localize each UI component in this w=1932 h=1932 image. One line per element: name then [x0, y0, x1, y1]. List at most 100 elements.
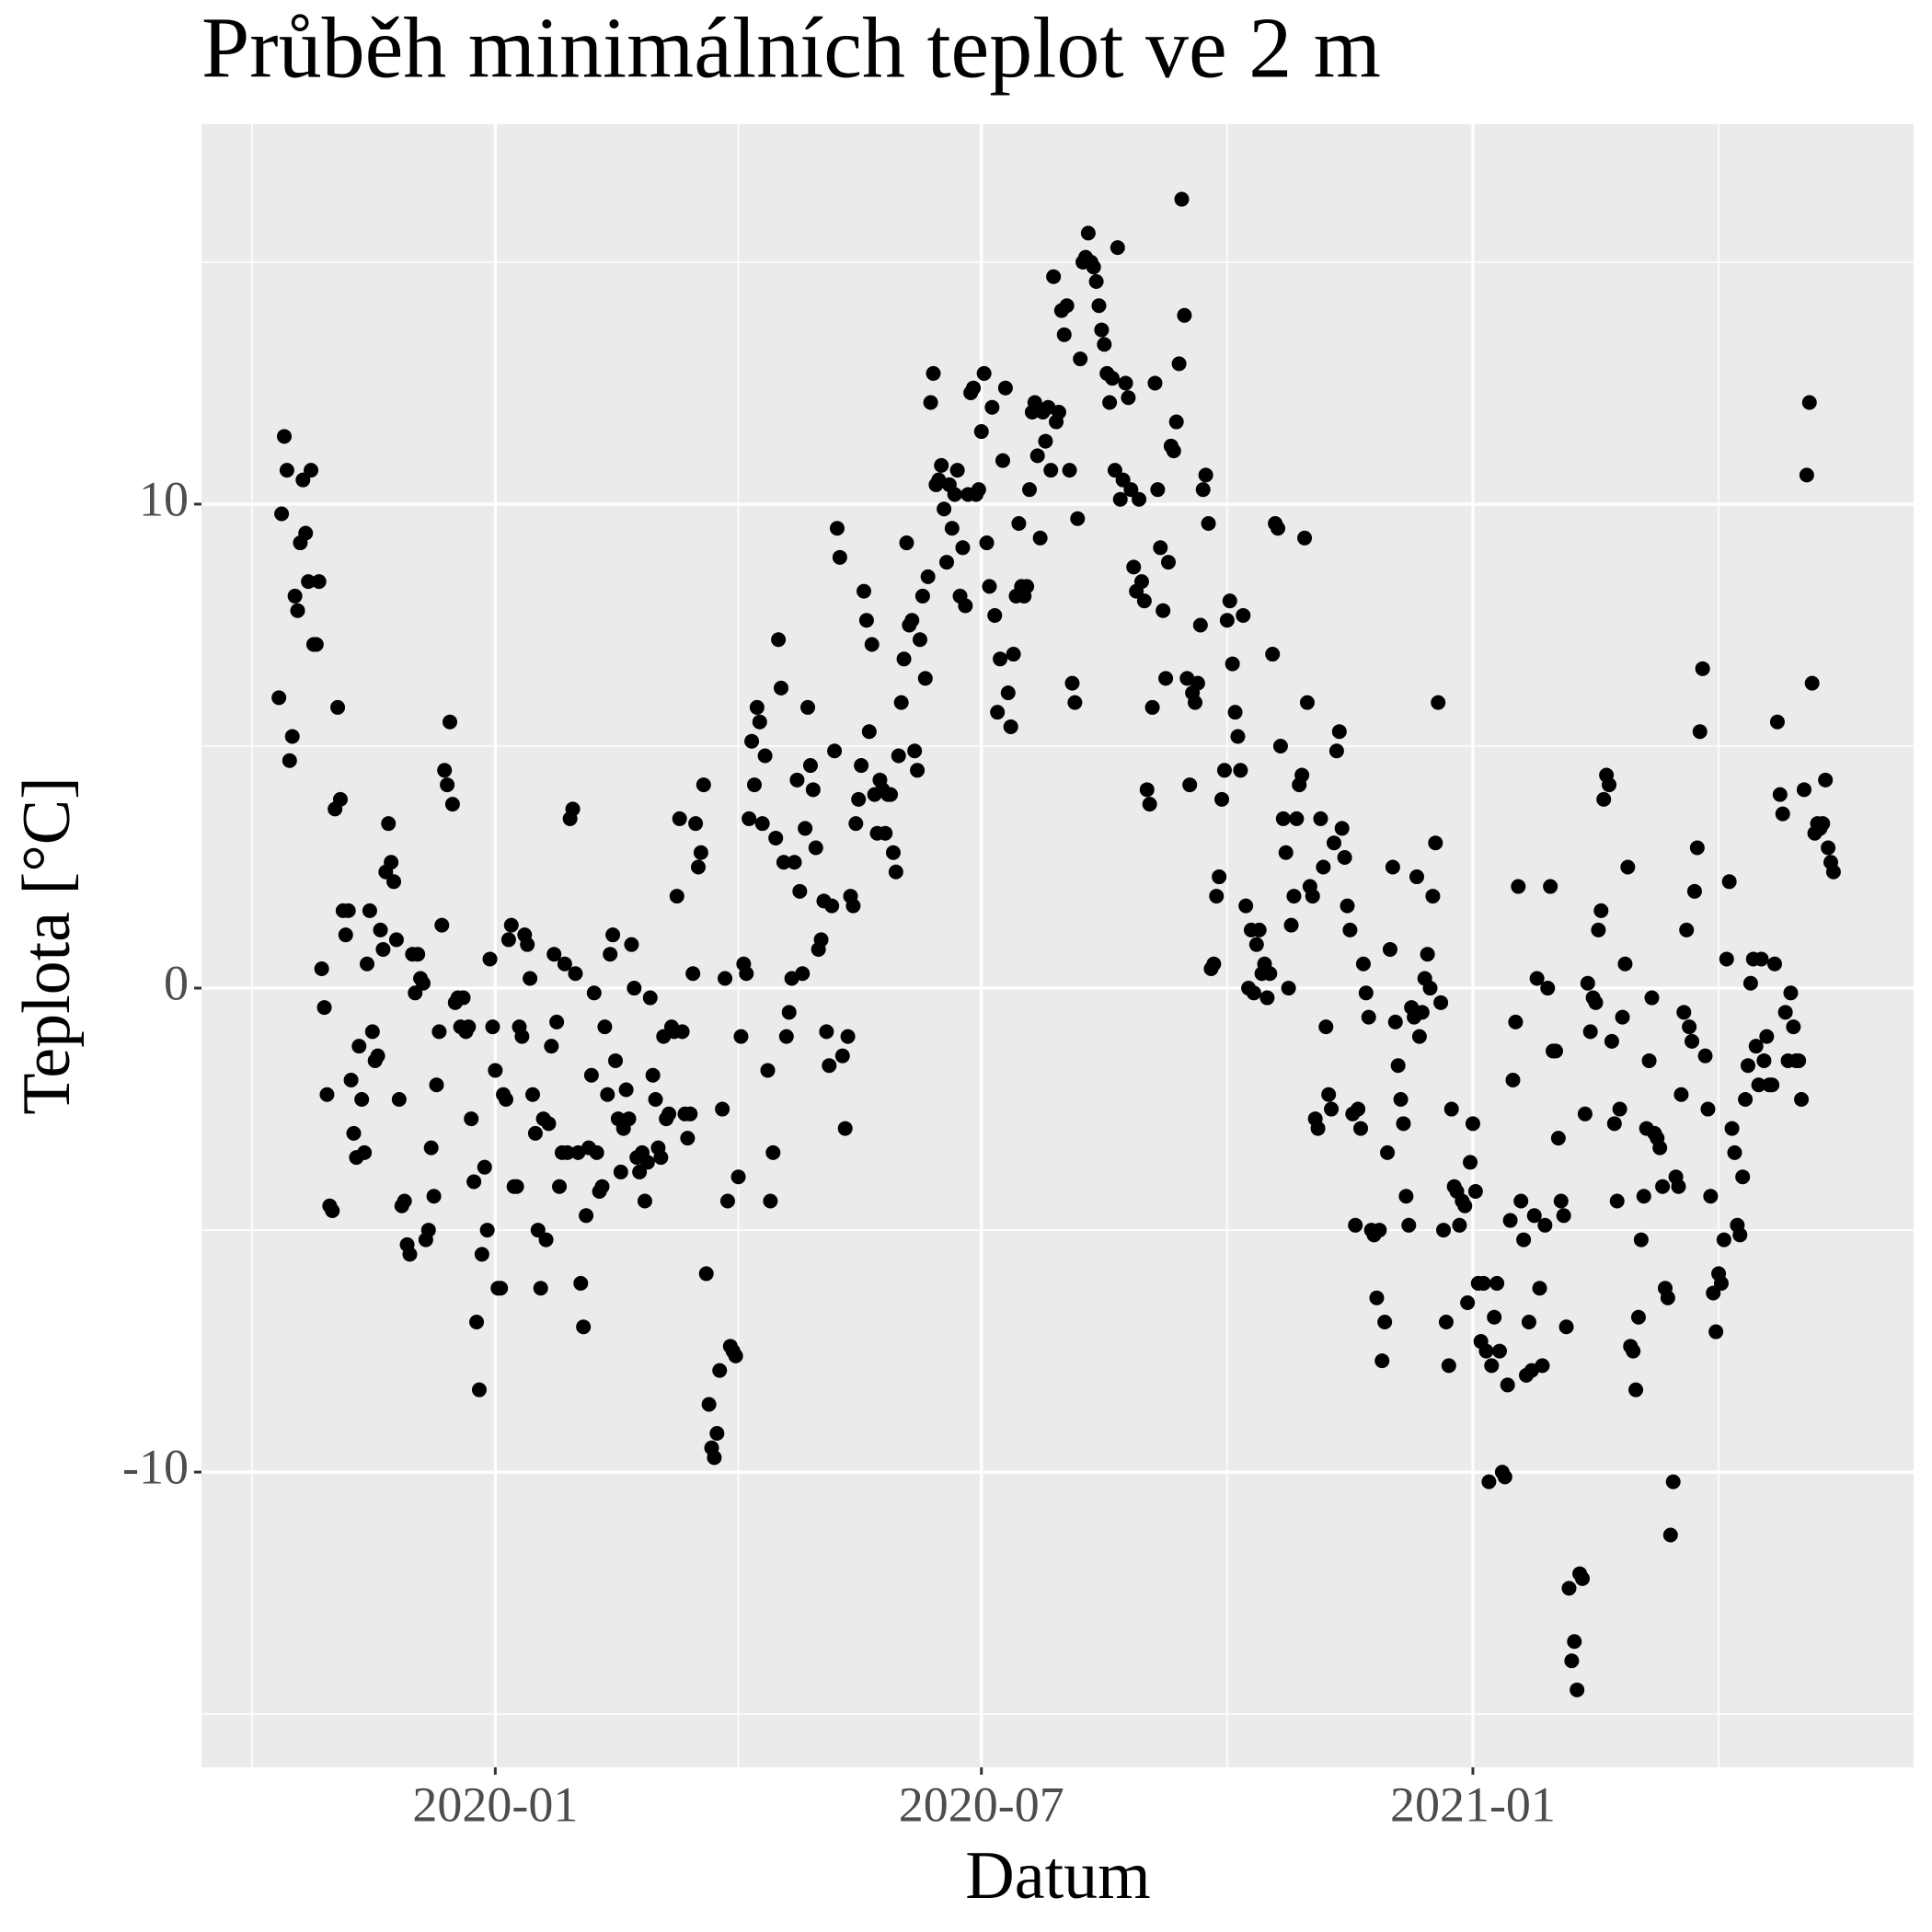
point: [832, 549, 847, 565]
point: [1526, 1208, 1542, 1224]
point: [544, 1039, 559, 1054]
point: [1342, 922, 1358, 937]
point: [805, 782, 821, 798]
point: [1396, 1116, 1411, 1132]
point: [426, 1189, 442, 1204]
point: [1491, 1343, 1507, 1359]
point: [1038, 433, 1053, 449]
point: [781, 1005, 797, 1020]
point: [648, 1092, 663, 1108]
point: [645, 1067, 661, 1083]
point: [1497, 1469, 1512, 1485]
point: [947, 487, 962, 502]
point: [757, 748, 773, 764]
point: [1358, 985, 1374, 1001]
point: [1708, 1324, 1724, 1340]
point: [469, 1315, 485, 1330]
point: [683, 1106, 698, 1121]
point: [653, 1150, 669, 1166]
point: [304, 463, 319, 478]
point: [1409, 869, 1424, 885]
point: [402, 1247, 418, 1262]
point: [1233, 763, 1248, 778]
point: [1372, 1223, 1387, 1238]
point: [1139, 782, 1155, 798]
chart-title: Průběh minimálních teplot ve 2 m: [201, 1, 1381, 97]
point: [787, 855, 802, 870]
point: [1299, 695, 1315, 710]
point: [1348, 1217, 1363, 1233]
point: [474, 1247, 489, 1262]
point: [583, 1067, 599, 1083]
point: [1398, 1189, 1414, 1204]
point: [1283, 917, 1299, 933]
point: [1067, 695, 1083, 710]
point: [443, 714, 458, 730]
point: [325, 1203, 340, 1219]
point: [1660, 1290, 1675, 1305]
x-tick-label: 2021-01: [1390, 1777, 1556, 1832]
point: [934, 457, 949, 473]
point: [1465, 1116, 1480, 1132]
point: [1177, 307, 1192, 323]
point: [1673, 1087, 1689, 1102]
point: [1700, 1101, 1716, 1117]
point: [597, 1019, 613, 1035]
point: [696, 777, 711, 793]
point: [552, 1179, 568, 1194]
point: [1769, 714, 1785, 730]
point: [1633, 1232, 1649, 1248]
point: [1662, 1527, 1678, 1543]
point: [1508, 1014, 1524, 1029]
point: [632, 1164, 648, 1179]
point: [1706, 1285, 1721, 1301]
point: [482, 951, 498, 967]
point: [728, 1348, 743, 1363]
point: [1011, 516, 1027, 532]
point: [1484, 1358, 1500, 1374]
point: [1102, 395, 1118, 410]
point: [605, 927, 621, 943]
point: [966, 380, 982, 396]
point: [1097, 337, 1112, 352]
point: [749, 699, 765, 715]
point: [693, 845, 708, 860]
point: [608, 1052, 624, 1068]
point: [1324, 1101, 1340, 1117]
point: [284, 729, 300, 744]
point: [373, 922, 388, 937]
point: [1794, 1092, 1810, 1108]
point: [1019, 579, 1035, 594]
point: [1246, 985, 1261, 1001]
point: [1115, 472, 1131, 488]
point: [739, 966, 754, 982]
point: [1786, 1019, 1801, 1035]
point: [1133, 574, 1149, 590]
point: [1022, 482, 1038, 498]
point: [621, 1111, 637, 1127]
point: [1561, 1581, 1577, 1596]
point: [984, 399, 1000, 415]
point: [993, 651, 1008, 667]
point: [746, 777, 762, 793]
point: [1003, 719, 1018, 734]
point: [730, 1169, 746, 1185]
point: [471, 1382, 487, 1397]
point: [520, 937, 535, 952]
point: [1382, 941, 1397, 957]
point: [1132, 491, 1147, 507]
point: [1377, 1315, 1393, 1330]
point: [586, 985, 602, 1001]
y-tick-label: -10: [122, 1439, 189, 1494]
point: [1751, 1077, 1766, 1093]
point: [440, 777, 455, 793]
point: [277, 429, 293, 444]
point: [420, 1223, 436, 1238]
point: [509, 1179, 524, 1194]
point: [1436, 1223, 1452, 1238]
point: [1262, 966, 1278, 982]
point: [1695, 661, 1710, 676]
point: [1321, 1087, 1337, 1102]
point: [573, 1275, 589, 1291]
point: [1105, 371, 1121, 386]
